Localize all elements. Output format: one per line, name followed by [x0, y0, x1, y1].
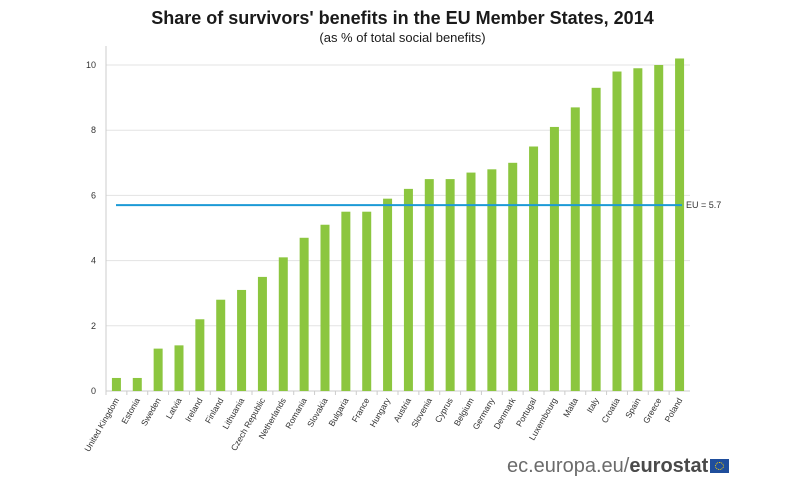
eurostat-footer: ec.europa.eu/eurostat: [507, 455, 730, 478]
bar: [195, 319, 205, 391]
bar: [612, 71, 622, 392]
x-tick-label: Sweden: [139, 396, 163, 428]
bar: [466, 172, 476, 391]
bar: [383, 198, 393, 391]
footer-domain: ec.europa.eu/: [507, 455, 630, 477]
bar: [216, 299, 226, 391]
x-tick-label: Italy: [584, 395, 601, 414]
bar: [549, 126, 559, 391]
bar: [529, 146, 539, 391]
bar: [570, 107, 580, 391]
bars: [111, 58, 685, 392]
x-tick-label: Latvia: [164, 396, 184, 421]
x-tick-label: Ireland: [183, 396, 205, 424]
bar: [445, 179, 455, 391]
bar: [487, 169, 497, 391]
x-tick-label: Malta: [561, 396, 580, 419]
bar: [299, 237, 309, 391]
x-tick-label: United Kingdom: [82, 396, 121, 453]
bar: [633, 68, 643, 391]
eu-flag-icon: [710, 459, 730, 473]
y-tick-label: 10: [86, 60, 96, 70]
chart-subtitle: (as % of total social benefits): [319, 30, 486, 45]
x-tick-label: Slovenia: [409, 396, 434, 429]
bar: [237, 289, 247, 391]
x-tick-label: Poland: [662, 396, 684, 424]
chart-title: Share of survivors' benefits in the EU M…: [151, 8, 654, 28]
bar: [257, 276, 267, 391]
gridlines: [106, 64, 690, 327]
x-tick-label: France: [350, 396, 372, 424]
eu-average-line-group: EU = 5.7: [116, 200, 721, 210]
y-tick-label: 6: [91, 190, 96, 200]
bar: [675, 58, 685, 391]
y-tick-label: 4: [91, 256, 96, 266]
bar: [341, 211, 351, 391]
x-tick-label: Hungary: [368, 395, 393, 428]
bar: [111, 377, 121, 391]
x-tick-label: Bulgaria: [326, 396, 350, 428]
x-tick-label: Cyprus: [433, 396, 455, 424]
bar: [278, 257, 288, 391]
x-tick-label: Greece: [641, 396, 664, 425]
bar: [403, 188, 413, 391]
y-tick-label: 2: [91, 321, 96, 331]
bar: [174, 345, 184, 391]
footer-brand: eurostat: [629, 455, 709, 477]
x-tick-label: Austria: [391, 396, 413, 424]
eu-average-label: EU = 5.7: [686, 200, 721, 210]
bar: [424, 179, 434, 391]
x-tick-label: Croatia: [599, 396, 621, 425]
bar: [320, 224, 330, 391]
y-tick-label: 8: [91, 125, 96, 135]
bar: [591, 87, 601, 391]
bar: [153, 348, 163, 391]
bar: [132, 377, 142, 391]
bar: [508, 162, 518, 391]
y-tick-label: 0: [91, 386, 96, 396]
x-tick-label: Finland: [203, 396, 226, 425]
bar: [362, 211, 372, 391]
x-tick-label: Spain: [623, 396, 643, 420]
bar: [654, 65, 664, 391]
